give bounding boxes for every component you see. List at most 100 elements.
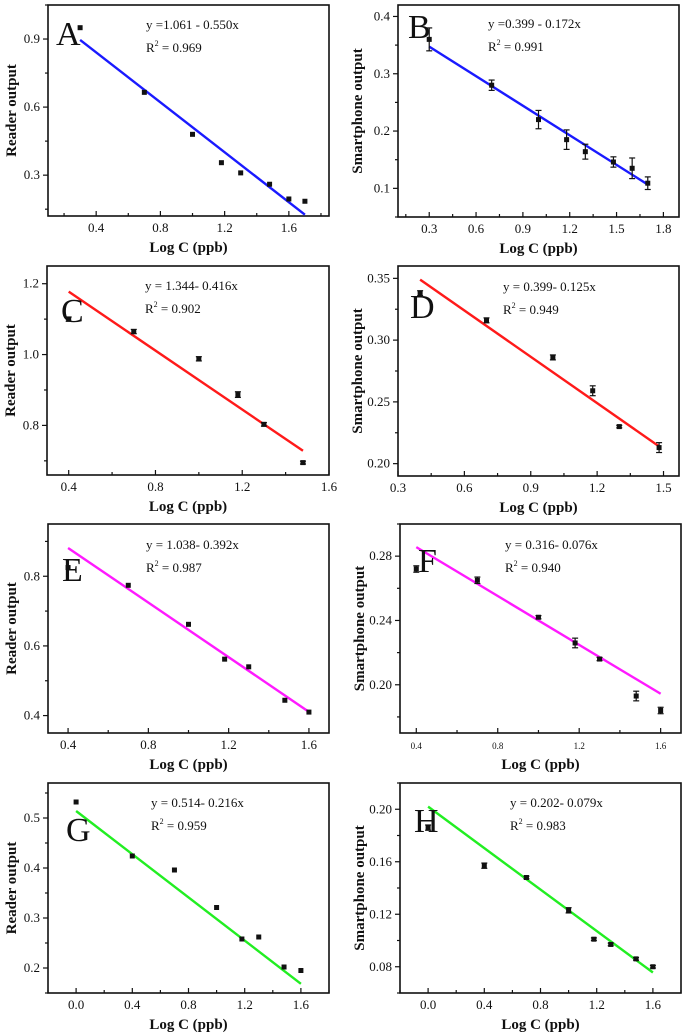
x-axis-title: Log C (ppb) [149, 1017, 227, 1033]
data-point [141, 89, 147, 95]
y-tick-label: 0.20 [369, 677, 392, 692]
y-tick-label: 0.4 [24, 860, 41, 875]
fit-equation: y =1.061 - 0.550x [146, 17, 239, 32]
fit-equation: y = 0.316- 0.076x [505, 537, 598, 552]
x-tick-label: 0.6 [456, 480, 473, 495]
data-point [306, 709, 312, 715]
panel-f: 0.4 0.8 1.2 1.6 0.20 0.24 0.28 Log C (ppb) Smart… [352, 523, 682, 773]
panel-letter: E [62, 552, 83, 589]
fit-line [419, 278, 660, 448]
data-point [425, 825, 431, 831]
y-axis-title: Smartphone output [352, 566, 368, 691]
fit-line [67, 546, 310, 713]
data-point [656, 445, 662, 451]
panel-c: 0.4 0.8 1.2 1.6 0.8 1.0 1.2 Log C (ppb) Reader o… [3, 265, 338, 515]
fit-equation: y = 0.514- 0.216x [151, 795, 244, 810]
panel-letter: D [410, 289, 435, 326]
data-point [196, 356, 202, 362]
y-axis-title: Smartphone output [352, 825, 368, 950]
data-point [238, 170, 244, 176]
data-point [484, 317, 490, 323]
y-tick-label: 0.6 [24, 99, 41, 114]
x-tick-label: 1.6 [645, 997, 662, 1012]
data-point [417, 290, 423, 296]
y-tick-label: 0.4 [24, 708, 41, 723]
y-tick-label: 0.3 [24, 910, 40, 925]
panel-letter: A [56, 16, 81, 53]
plot-frame [399, 523, 682, 734]
y-tick-label: 0.4 [374, 8, 391, 23]
panel-letter: H [414, 803, 439, 840]
x-tick-label: 0.6 [468, 221, 485, 236]
fit-line [79, 38, 306, 216]
data-point [523, 875, 529, 880]
data-point [66, 316, 72, 322]
x-axis-title: Log C (ppb) [499, 500, 577, 516]
fit-equation: y = 1.038- 0.392x [146, 537, 239, 552]
data-point [222, 656, 228, 662]
data-point [413, 566, 419, 572]
x-tick-label: 0.0 [68, 997, 84, 1012]
y-tick-label: 0.12 [369, 906, 392, 921]
data-point [645, 180, 651, 186]
x-axis-title: Log C (ppb) [149, 499, 227, 515]
y-axis-title: Reader output [4, 582, 20, 675]
x-tick-label: 1.6 [655, 741, 667, 751]
y-tick-label: 0.20 [369, 801, 392, 816]
data-point [129, 853, 135, 859]
panel-a: 0.4 0.8 1.2 1.6 0.3 0.6 0.9 Log C (ppb) Reader o… [4, 4, 330, 256]
x-tick-label: 1.2 [234, 479, 250, 494]
data-point [610, 159, 616, 165]
panel-h: 0.0 0.4 0.8 1.2 1.6 0.08 0.12 0.16 0.20 Log C (pp… [352, 782, 682, 1033]
y-tick-label: 0.6 [24, 638, 41, 653]
x-tick-label: 0.9 [523, 480, 539, 495]
data-point [298, 968, 304, 973]
data-point [591, 936, 597, 942]
x-tick-label: 0.8 [152, 220, 168, 235]
x-tick-label: 1.6 [301, 737, 318, 752]
x-axis-title: Log C (ppb) [501, 757, 579, 773]
data-point [658, 707, 664, 713]
y-axis-title: Reader output [3, 324, 19, 417]
y-tick-label: 0.3 [374, 66, 390, 81]
data-point [235, 392, 241, 398]
x-tick-label: 0.4 [61, 479, 78, 494]
data-point [246, 664, 252, 670]
fit-equation: y = 0.399- 0.125x [503, 279, 596, 294]
x-tick-label: 0.8 [140, 737, 156, 752]
data-point [218, 160, 224, 166]
y-tick-label: 0.24 [369, 612, 392, 627]
r-squared: R2 = 0.959 [151, 817, 207, 833]
fit-equation: y = 1.344- 0.416x [145, 278, 238, 293]
x-tick-label: 1.2 [589, 997, 605, 1012]
x-tick-label: 0.3 [421, 221, 437, 236]
panel-letter: G [66, 812, 91, 849]
data-point [282, 697, 288, 703]
y-tick-label: 0.2 [374, 123, 390, 138]
data-point [300, 460, 306, 466]
x-tick-label: 1.2 [221, 737, 237, 752]
y-tick-label: 0.16 [369, 854, 392, 869]
x-axis-title: Log C (ppb) [499, 241, 577, 257]
data-point [239, 936, 245, 942]
panel-b: 0.3 0.6 0.9 1.2 1.5 1.8 0.1 0.2 0.3 0.4 Log C (ppb… [350, 4, 680, 257]
y-tick-label: 0.8 [24, 568, 40, 583]
data-point [281, 964, 287, 970]
data-point [535, 614, 541, 620]
x-tick-label: 0.8 [532, 997, 548, 1012]
x-tick-label: 1.6 [321, 479, 338, 494]
y-tick-label: 0.30 [367, 332, 390, 347]
r-squared: R2 = 0.983 [510, 817, 566, 833]
data-point [481, 863, 487, 869]
x-tick-label: 0.4 [476, 997, 493, 1012]
r-squared: R2 = 0.940 [505, 559, 561, 575]
y-tick-label: 0.20 [367, 456, 390, 471]
data-point [474, 577, 480, 583]
data-point [489, 82, 495, 88]
x-tick-label: 0.8 [147, 479, 163, 494]
data-point [650, 964, 656, 970]
y-tick-label: 0.3 [24, 167, 40, 182]
r-squared: R2 = 0.991 [488, 38, 544, 54]
data-point [73, 799, 79, 805]
y-tick-label: 0.25 [367, 394, 390, 409]
